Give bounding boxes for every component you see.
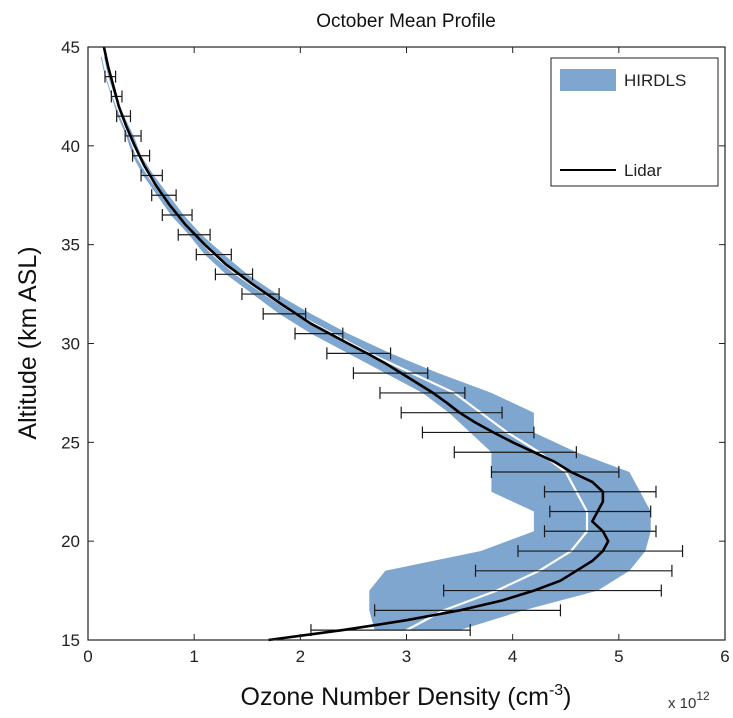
- lidar-errorbar: [400, 406, 503, 419]
- hirdls-band-layer: [100, 56, 651, 631]
- x-axis-label: Ozone Number Density (cm-3): [241, 682, 572, 711]
- x-axis-multiplier-exponent: 12: [696, 689, 710, 703]
- x-axis-label-main: Ozone Number Density (cm: [241, 683, 549, 711]
- legend-lidar-label: Lidar: [624, 161, 662, 180]
- lidar-errorbar: [140, 169, 163, 182]
- x-axis-multiplier: x 1012: [668, 689, 710, 712]
- lidar-errorbar: [124, 129, 142, 142]
- lidar-line-layer: [102, 46, 610, 642]
- x-tick-label: 3: [402, 647, 411, 666]
- chart-title: October Mean Profile: [316, 11, 496, 32]
- lidar-errorbar: [241, 288, 280, 301]
- x-axis-label-close: ): [563, 683, 571, 711]
- legend-hirdls-swatch: [560, 69, 616, 91]
- lidar-errorbar: [374, 604, 562, 617]
- lidar-errorbar: [443, 584, 662, 597]
- y-tick-label: 40: [61, 137, 80, 156]
- lidar-errorbar: [131, 149, 151, 162]
- y-tick-label: 20: [61, 532, 80, 551]
- hirdls-band: [100, 56, 651, 631]
- lidar-errorbar: [421, 426, 535, 439]
- x-tick-label: 1: [189, 647, 198, 666]
- lidar-errorbar: [352, 367, 429, 380]
- y-tick-label: 30: [61, 335, 80, 354]
- lidar-errorbar: [379, 386, 466, 399]
- lidar-errorbar: [474, 564, 673, 577]
- x-tick-label: 2: [296, 647, 305, 666]
- y-axis-label: Altitude (km ASL): [14, 246, 42, 439]
- axis-ticks: [87, 46, 726, 641]
- lidar-errorbar-layer: [104, 70, 684, 637]
- lidar-errorbar: [543, 525, 657, 538]
- lidar-errorbar: [326, 347, 392, 360]
- lidar-errorbar: [517, 545, 684, 558]
- y-tick-label: 25: [61, 433, 80, 452]
- lidar-errorbar: [214, 268, 254, 281]
- x-axis-label-exponent: -3: [549, 682, 563, 699]
- x-tick-label: 5: [614, 647, 623, 666]
- x-axis-multiplier-base: x 10: [668, 695, 696, 712]
- y-tick-label: 35: [61, 236, 80, 255]
- lidar-errorbar: [453, 446, 577, 459]
- legend: HIRDLS Lidar: [550, 57, 719, 187]
- x-tick-label: 0: [83, 647, 92, 666]
- lidar-errorbar: [490, 465, 620, 478]
- lidar-errorbar: [543, 485, 657, 498]
- lidar-line: [102, 46, 610, 642]
- y-tick-label: 15: [61, 631, 80, 650]
- x-tick-label: 4: [508, 647, 517, 666]
- lidar-errorbar: [262, 307, 307, 320]
- y-tick-label: 45: [61, 38, 80, 57]
- legend-hirdls-label: HIRDLS: [624, 71, 686, 90]
- x-tick-label: 6: [720, 647, 729, 666]
- lidar-errorbar: [294, 327, 344, 340]
- lidar-errorbar: [549, 505, 652, 518]
